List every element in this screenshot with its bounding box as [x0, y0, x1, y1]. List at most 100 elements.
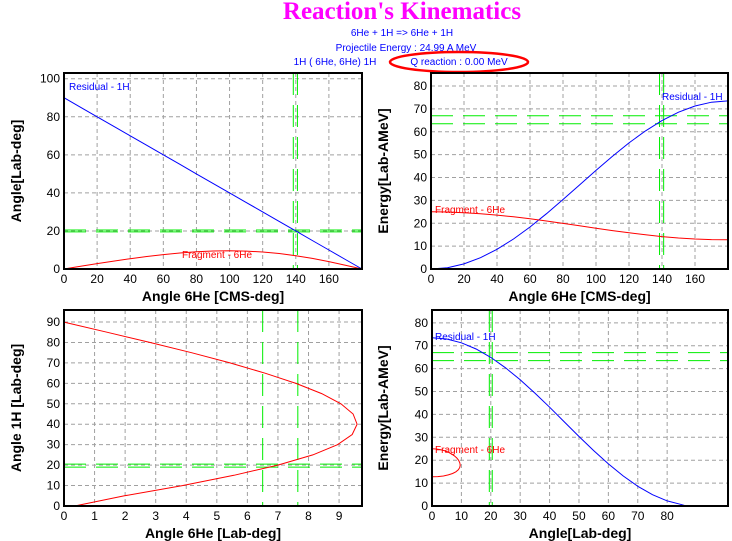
x-tick-label: 80	[190, 272, 204, 286]
y-tick-label: 40	[415, 407, 429, 421]
series-line-fragment	[63, 250, 363, 270]
y-tick-label: 50	[47, 397, 61, 411]
x-tick-label: 8	[305, 509, 312, 523]
y-tick-label: 10	[47, 479, 61, 493]
series-line-fragment	[430, 211, 729, 241]
y-tick-label: 20	[47, 458, 61, 472]
y-tick-label: 0	[420, 262, 427, 276]
y-tick-label: 20	[414, 216, 428, 230]
plot-frame	[430, 72, 729, 270]
chart-2: 0 20 40 60 80 100 120 140 160 0 10 20 30 40 50 60 70 80 Re…	[375, 72, 729, 304]
reaction-notation: 1H ( 6He, 6He) 1H	[294, 57, 377, 68]
y-tick-label: 70	[415, 339, 429, 353]
y-tick-label: 30	[415, 430, 429, 444]
q-reaction-value: Q reaction : 0.00 MeV	[410, 57, 508, 68]
reaction-equation: 6He + 1H => 6He + 1H	[351, 28, 453, 39]
x-tick-label: 60	[157, 272, 171, 286]
legend-label: Residual - 1H	[69, 82, 130, 93]
y-axis-title: Angle 1H [Lab-deg]	[8, 344, 24, 472]
y-tick-label: 40	[414, 171, 428, 185]
series-line-fragment	[431, 448, 461, 478]
y-tick-label: 30	[414, 193, 428, 207]
x-tick-label: 3	[152, 509, 159, 523]
x-tick-label: 40	[490, 272, 504, 286]
y-tick-label: 60	[47, 148, 61, 162]
x-tick-label: 20	[484, 509, 498, 523]
x-tick-label: 100	[586, 272, 606, 286]
x-tick-label: 120	[253, 272, 273, 286]
y-tick-label: 40	[47, 417, 61, 431]
x-tick-label: 20	[90, 272, 104, 286]
x-tick-label: 30	[514, 509, 528, 523]
legend-label: Residual - 1H	[662, 92, 723, 103]
y-tick-label: 80	[47, 335, 61, 349]
legend-label: Fragment - 6He	[182, 250, 252, 261]
chart-4: 0 10 20 30 40 50 60 70 80 0 10 20 30 40 50 60 70 80 Residu…	[375, 309, 729, 541]
series-line-fragment	[63, 321, 358, 507]
legend-label: Residual - 1H	[435, 332, 496, 343]
y-tick-label: 40	[47, 186, 61, 200]
plot-frame	[63, 309, 363, 507]
x-axis-title: Angle 6He [CMS-deg]	[508, 288, 650, 304]
y-tick-label: 60	[415, 362, 429, 376]
x-axis-title: Angle[Lab-deg]	[529, 525, 632, 541]
y-tick-label: 20	[415, 453, 429, 467]
y-tick-label: 20	[47, 224, 61, 238]
x-tick-label: 0	[428, 272, 435, 286]
x-tick-label: 6	[244, 509, 251, 523]
y-tick-label: 80	[414, 79, 428, 93]
y-tick-label: 80	[47, 110, 61, 124]
page-title: Reaction's Kinematics	[283, 0, 521, 25]
x-tick-label: 50	[572, 509, 586, 523]
y-tick-label: 10	[415, 476, 429, 490]
y-tick-label: 0	[53, 262, 60, 276]
x-tick-label: 140	[286, 272, 306, 286]
x-tick-label: 5	[213, 509, 220, 523]
y-tick-label: 90	[47, 315, 61, 329]
series-line-residual	[63, 97, 363, 270]
y-tick-label: 70	[47, 356, 61, 370]
x-tick-label: 160	[685, 272, 705, 286]
x-tick-label: 20	[457, 272, 471, 286]
x-tick-label: 80	[660, 509, 674, 523]
y-axis-title: Energy[Lab-AMeV]	[375, 108, 391, 233]
plot-frame	[431, 309, 729, 507]
chart-1: 0 20 40 60 80 100 120 140 160 0 20 40 60 80 100 Residua…	[8, 72, 363, 304]
y-tick-label: 0	[53, 499, 60, 513]
y-tick-label: 10	[414, 239, 428, 253]
x-tick-label: 40	[543, 509, 557, 523]
x-tick-label: 1	[91, 509, 98, 523]
y-tick-label: 60	[47, 376, 61, 390]
series-line-residual	[430, 100, 729, 270]
x-tick-label: 120	[619, 272, 639, 286]
x-axis-title: Angle 6He [CMS-deg]	[142, 288, 284, 304]
y-tick-label: 60	[414, 125, 428, 139]
y-axis-title: Energy[Lab-AMeV]	[375, 345, 391, 470]
y-tick-label: 50	[414, 148, 428, 162]
y-tick-label: 70	[414, 102, 428, 116]
x-tick-label: 40	[124, 272, 138, 286]
plot-frame	[63, 72, 363, 270]
x-tick-label: 70	[631, 509, 645, 523]
y-tick-label: 30	[47, 438, 61, 452]
legend-label: Fragment - 6He	[435, 205, 505, 216]
projectile-energy: Projectile Energy : 24.99 A MeV	[336, 43, 477, 54]
x-axis-title: Angle 6He [Lab-deg]	[145, 525, 281, 541]
x-tick-label: 9	[336, 509, 343, 523]
x-tick-label: 0	[61, 272, 68, 286]
x-tick-label: 60	[523, 272, 537, 286]
x-tick-label: 7	[275, 509, 282, 523]
y-tick-label: 50	[415, 385, 429, 399]
x-tick-label: 10	[455, 509, 469, 523]
y-tick-label: 100	[40, 72, 60, 86]
x-tick-label: 60	[602, 509, 616, 523]
x-tick-label: 2	[122, 509, 129, 523]
x-tick-label: 80	[556, 272, 570, 286]
x-tick-label: 4	[183, 509, 190, 523]
legend-label: Fragment - 6He	[435, 445, 505, 456]
y-tick-label: 80	[415, 316, 429, 330]
x-tick-label: 0	[61, 509, 68, 523]
series-line-residual	[431, 337, 687, 507]
